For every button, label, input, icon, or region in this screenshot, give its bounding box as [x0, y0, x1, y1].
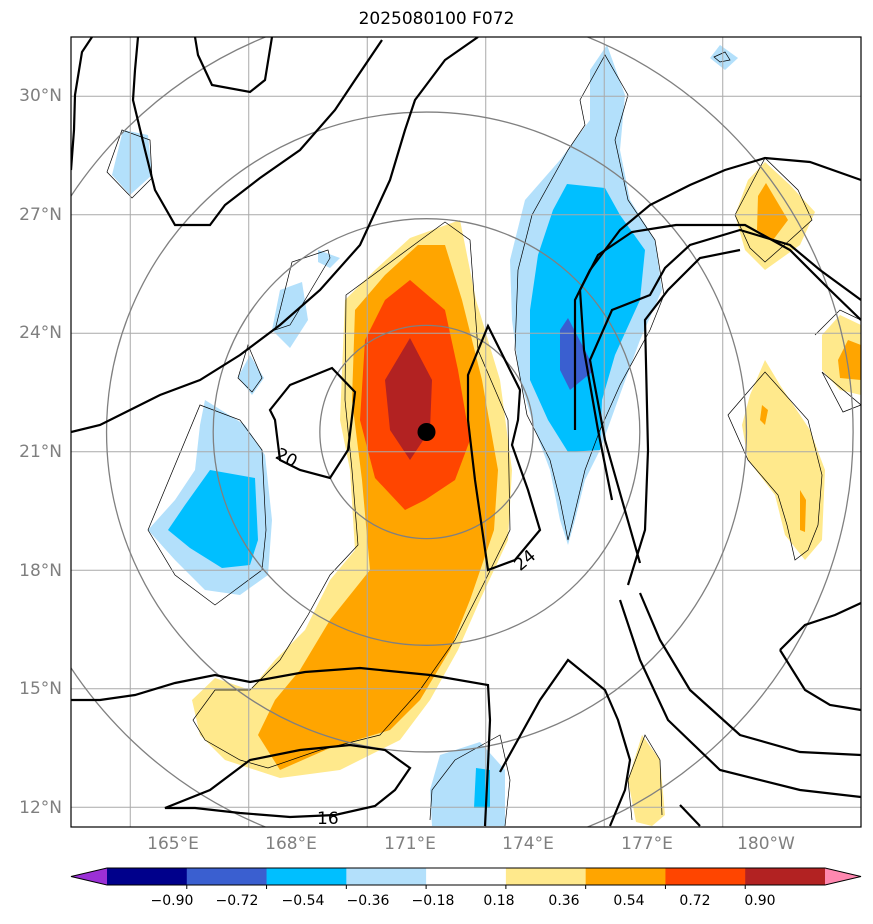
colorbar-segment-5 [505, 868, 587, 885]
lon-label-174: 174°E [502, 834, 554, 854]
negative-anomaly-south-outer [430, 742, 505, 826]
lat-label-15: 15°N [19, 679, 62, 699]
colorbar-segment-1 [186, 868, 268, 885]
lon-label-177: 177°E [621, 834, 673, 854]
map-title: 2025080100 F072 [358, 9, 515, 29]
contour-line-24 [466, 323, 542, 572]
range-ring-0 [319, 324, 534, 540]
contour-line-16-south [164, 743, 412, 819]
contour-line-east-4 [626, 248, 741, 586]
colorbar-label-8: 0.72 [679, 893, 711, 909]
plot-frame [70, 36, 862, 828]
colorbar-label-2: −0.54 [281, 893, 325, 909]
colorbar-outline [70, 867, 862, 886]
lat-label-24: 24°N [19, 323, 62, 343]
gridlines [71, 37, 861, 827]
colorbar-label-5: 0.18 [483, 893, 515, 909]
lon-label-165: 165°E [147, 834, 199, 854]
lon-label-180: 180°W [737, 834, 795, 854]
lat-label-21: 21°N [19, 442, 62, 462]
colorbar-segment-7 [665, 868, 746, 885]
lat-label-18: 18°N [19, 561, 62, 581]
colorbar-extend-min [71, 868, 107, 885]
contour-line-20 [268, 366, 357, 480]
colorbar-segment-4 [426, 868, 507, 885]
positive-anomaly-east-2 [742, 360, 825, 560]
contour-line-16 [71, 666, 492, 827]
colorbar-label-1: −0.72 [215, 893, 259, 909]
colorbar-segment-0 [107, 868, 188, 885]
colorbar-extend-max [825, 868, 861, 885]
positive-anomaly-east-1-core [757, 183, 788, 240]
colorbar-label-0: −0.90 [150, 893, 194, 909]
lon-label-171: 171°E [384, 834, 436, 854]
negative-anomaly-ne [710, 45, 738, 70]
contour-line-south-2 [679, 804, 701, 827]
colorbar-segment-8 [745, 868, 826, 885]
contour-line-3 [193, 37, 274, 94]
positive-anomaly-east-2-dash [800, 490, 806, 532]
negative-anomaly-small-2 [238, 355, 264, 395]
colorbar-label-3: −0.36 [346, 893, 390, 909]
contour-line-east-7 [779, 602, 861, 712]
colorbar-label-4: −0.18 [411, 893, 455, 909]
colorbar [70, 867, 862, 889]
negative-anomaly-nw [112, 130, 152, 195]
contour-line-east-5 [638, 592, 861, 757]
negative-anomaly-west-cyan [168, 470, 258, 568]
colorbar-segment-3 [346, 868, 427, 885]
range-ring-2 [105, 111, 748, 753]
lon-label-168: 168°E [265, 834, 317, 854]
colorbar-segment-6 [585, 868, 666, 885]
contour-line-east-6 [618, 599, 861, 799]
positive-anomaly-east-3-core [838, 340, 861, 380]
contour-line-1 [71, 37, 93, 171]
height-contour-layer [71, 37, 861, 827]
colorbar-label-9: 0.90 [744, 893, 776, 909]
positive-anomaly-south [628, 735, 665, 826]
negative-anomaly-cyan [530, 184, 645, 452]
contour-label-16: 16 [317, 809, 339, 829]
contour-line-4 [71, 37, 479, 434]
contour-label-24: 24 [511, 546, 540, 575]
colorbar-label-6: 0.36 [548, 893, 580, 909]
contour-line-east-2 [578, 223, 861, 501]
range-ring-3 [71, 37, 854, 827]
colorbar-segment-2 [266, 868, 347, 885]
range-ring-1 [212, 218, 641, 646]
lat-label-12: 12°N [19, 798, 62, 818]
positive-anomaly-east-2-dot [760, 405, 768, 425]
lat-label-30: 30°N [19, 86, 62, 106]
filled-anomaly-layer [106, 45, 861, 827]
contour-line-south-1 [499, 658, 632, 827]
storm-center-marker [417, 423, 436, 441]
range-rings [71, 37, 854, 827]
lat-label-27: 27°N [19, 205, 62, 225]
contour-line-2 [131, 37, 383, 227]
colorbar-label-7: 0.54 [613, 893, 645, 909]
contour-line-east-3 [588, 228, 861, 564]
